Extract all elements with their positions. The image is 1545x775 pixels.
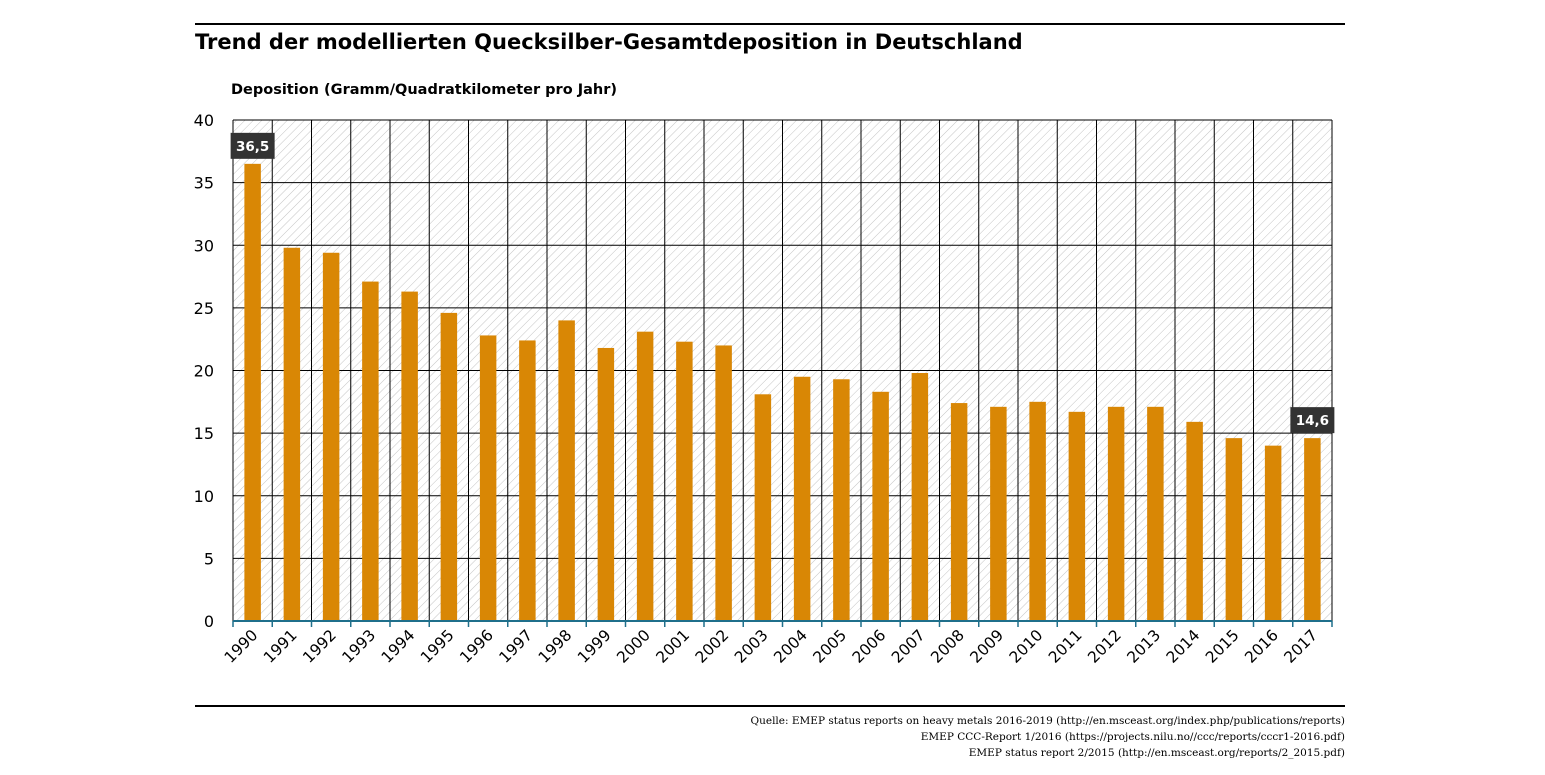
x-tick-label: 2014 [1163,626,1204,667]
data-label: 14,6 [1296,413,1329,429]
bar [283,247,301,621]
y-tick-label: 10 [194,487,214,506]
x-tick-label: 2013 [1124,626,1165,667]
y-axis-label: Deposition (Gramm/Quadratkilometer pro J… [231,82,617,98]
bar [911,373,929,621]
y-tick-label: 35 [194,174,214,193]
x-tick-label: 2015 [1202,626,1243,667]
bar [1029,401,1046,621]
x-tick-label: 1994 [378,626,419,667]
source-line-1: Quelle: EMEP status reports on heavy met… [750,715,1345,727]
x-tick-label: 2000 [613,626,654,667]
source-note: Quelle: EMEP status reports on heavy met… [750,713,1345,761]
x-tick-label: 2011 [1045,626,1086,667]
x-tick-label: 1998 [535,626,576,667]
bar [754,394,772,621]
y-tick-label: 40 [194,111,214,130]
bar [833,379,850,621]
bar [1304,438,1321,621]
bar [597,347,615,621]
x-tick-label: 2009 [967,626,1008,667]
bar [1147,406,1164,621]
bar [676,341,693,621]
bar [715,345,732,621]
bar [401,291,418,621]
data-label-box [1290,407,1335,434]
x-tick-label: 2002 [692,626,733,667]
x-tick-label: 1990 [221,626,262,667]
x-tick-label: 1997 [496,626,537,667]
data-label-box [230,132,275,159]
x-tick-label: 1995 [417,626,458,667]
y-tick-label: 25 [194,299,214,318]
bar [1264,445,1282,621]
x-tick-label: 2001 [653,626,694,667]
data-labels: 36,5 14,6 [230,132,1335,434]
bar [1186,421,1203,621]
x-tick-label: 2012 [1084,626,1125,667]
bar [872,391,889,621]
y-tick-label: 0 [204,612,214,631]
bar [950,403,968,621]
bar [362,281,379,621]
x-tick-label: 2003 [731,626,772,667]
bar [519,340,536,621]
x-tick-label: 2016 [1241,626,1282,667]
x-tick-label: 2017 [1281,626,1322,667]
x-tick-label: 2007 [888,626,929,667]
bottom-rule [195,705,1345,707]
x-tick-label: 1993 [339,626,380,667]
bar [1068,411,1086,621]
bar [558,320,575,621]
bar [636,331,654,621]
top-rule [195,23,1345,25]
y-tick-label: 30 [194,236,214,255]
y-tick-label: 15 [194,424,214,443]
data-label: 36,5 [236,139,269,155]
x-tick-label: 2004 [770,626,811,667]
bar [322,252,340,621]
source-line-3: EMEP status report 2/2015 (http://en.msc… [968,747,1345,759]
x-tick-label: 2005 [810,626,851,667]
x-tick-label: 1991 [260,626,301,667]
bars [244,163,1321,621]
x-tick-label: 2006 [849,626,890,667]
bar-chart: 0 5 10 15 20 25 30 35 40 199019911992199319941995… [194,111,1335,667]
bar [793,376,811,621]
bar [1107,406,1125,621]
x-tick-label: 1999 [574,626,615,667]
bar [244,163,261,621]
y-tick-label: 20 [194,362,214,381]
x-tick-label: 2010 [1006,626,1047,667]
x-tick-label: 1996 [456,626,497,667]
bar [990,406,1007,621]
x-tick-label: 2008 [927,626,968,667]
x-tick-label: 1992 [299,626,340,667]
chart-title: Trend der modellierten Quecksilber-Gesam… [195,30,1023,54]
source-line-2: EMEP CCC-Report 1/2016 (https://projects… [920,731,1345,743]
bar [440,312,458,621]
y-tick-label: 5 [204,549,214,568]
bar [479,335,497,621]
bar [1225,438,1243,621]
